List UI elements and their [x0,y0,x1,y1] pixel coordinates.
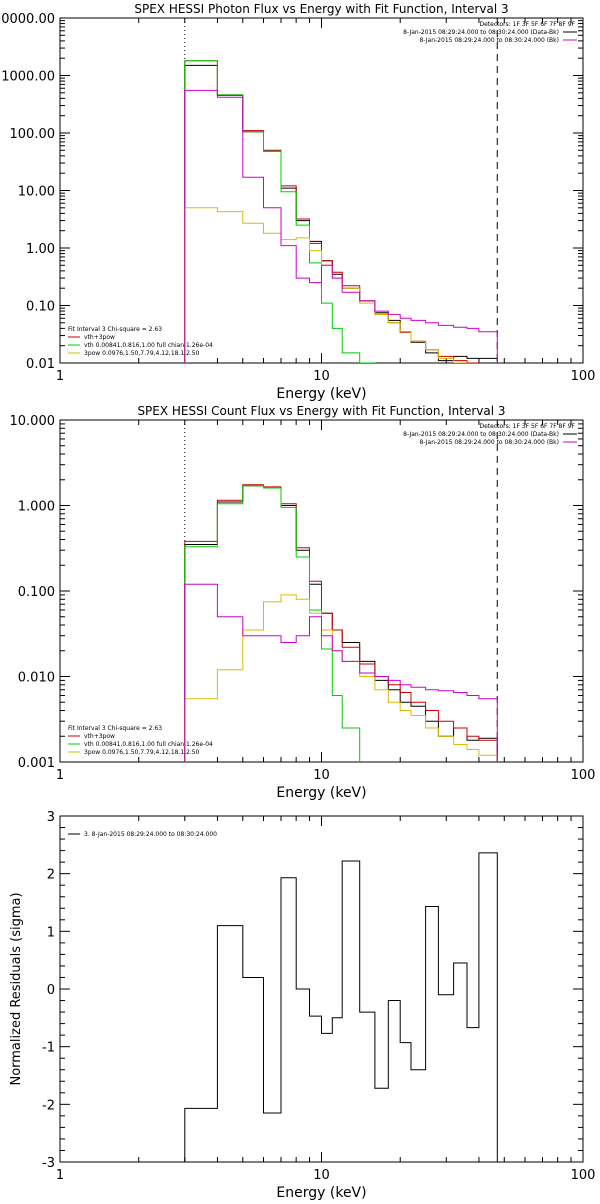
chart-panel-3: 1 10 100 -3 -2 -1 0 1 2 3 Energy (keV) Normalized R… [9,810,596,1201]
y-tick-label: 0 [47,983,55,998]
x-axis-label: Energy (keV) [276,386,366,402]
legend-bottom: Fit Interval 3 Chi-square = 2.63vth+3pow… [68,725,213,756]
y-tick-label: -1 [42,1041,55,1056]
legend-header: Detectors: 1F 3F 5F 6F 7F 8F 9F [479,21,575,28]
series-data-line [184,64,498,363]
plot-frame [59,17,584,364]
x-tick-label: 10 [313,768,330,783]
legend-header: Detectors: 1F 3F 5F 6F 7F 8F 9F [479,423,575,430]
y-tick-label: 0.010 [18,671,55,686]
series-pow-line [184,594,498,762]
x-tick-label: 100 [571,768,596,783]
legend-entry: 8-Jan-2015 08:29:24.000 to 08:30:24.000 … [419,439,559,446]
legend-entry: vth+3pow [84,733,115,740]
x-axis-label: Energy (keV) [276,785,366,801]
chart-title: SPEX HESSI Count Flux vs Energy with Fit… [137,404,505,418]
x-tick-label: 1 [56,768,64,783]
legend-entry: vth 0.00841,0.816,1.00 full chian 1.26e-… [84,342,213,349]
y-tick-label: 3 [47,810,55,825]
legend-header: Fit Interval 3 Chi-square = 2.63 [68,326,162,333]
y-axis: 0.001 0.010 0.100 1.000 10.000 [10,414,583,771]
x-axis-label: Energy (keV) [276,1185,366,1200]
legend-entry: vth+3pow [84,334,115,341]
series-vth-line [184,60,376,363]
y-tick-label: 10.000 [10,414,56,429]
series-vth-line [184,485,361,762]
x-tick-label: 10 [313,369,330,384]
y-tick-label: 100.00 [10,127,56,142]
y-axis-label: Normalized Residuals (sigma) [9,892,24,1085]
y-tick-label: 0.001 [18,756,55,771]
y-tick-label: 1.00 [26,242,55,257]
legend-top: 3. 8-Jan-2015 08:29:24.000 to 08:30:24.0… [68,831,217,838]
series-total-line [184,60,480,363]
x-tick-label: 10 [313,1168,330,1183]
y-tick-label: -3 [42,1156,55,1171]
legend-bottom: Fit Interval 3 Chi-square = 2.63vth+3pow… [68,326,213,357]
y-tick-label: 1000.00 [1,70,55,85]
y-tick-label: 0.01 [26,357,55,372]
y-tick-label: 10000.00 [0,12,55,27]
y-tick-label: 2 [47,868,55,883]
y-tick-label: 10.00 [18,185,55,200]
series-residuals-line [184,852,498,1162]
series-group [184,60,498,363]
y-axis: -3 -2 -1 0 1 2 3 [42,810,583,1171]
chart-title: SPEX HESSI Photon Flux vs Energy with Fi… [134,2,508,16]
legend-entry: vth 0.00841,0.816,1.00 full chian 1.26e-… [84,741,213,748]
x-tick-label: 100 [571,1168,596,1183]
y-tick-label: 0.100 [18,585,55,600]
x-tick-label: 1 [56,1168,64,1183]
legend-entry: 8-Jan-2015 08:29:24.000 to 08:30:24.000 … [419,37,559,44]
legend-top: Detectors: 1F 3F 5F 6F 7F 8F 9F8-Jan-201… [403,21,577,44]
legend-top: Detectors: 1F 3F 5F 6F 7F 8F 9F8-Jan-201… [403,423,577,446]
y-tick-label: 0.10 [26,300,55,315]
legend-entry: 8-Jan-2015 08:29:24.000 to 08:30:24.000 … [403,29,559,36]
series-group [184,852,498,1162]
x-tick-label: 100 [571,369,596,384]
series-total-line [184,484,498,762]
legend-entry: 3pow 0.0976,1.50,7.79,4.12,18.1,2.50 [84,350,200,357]
y-tick-label: 1.000 [18,500,55,515]
chart-panel-2: 1 10 100 0.001 0.010 0.100 1.000 10.000 SPEX HES… [10,404,596,801]
x-tick-label: 1 [56,369,64,384]
plot-frame [59,815,584,1163]
series-data-line [184,485,498,762]
x-axis: 1 10 100 [56,816,596,1183]
legend-entry: 3. 8-Jan-2015 08:29:24.000 to 08:30:24.0… [84,831,217,838]
legend-header: Fit Interval 3 Chi-square = 2.63 [68,725,162,732]
x-axis: 1 10 100 [56,420,596,783]
y-tick-label: 1 [47,925,55,940]
chart-panel-1: 1 10 100 0.01 0.10 1.00 10.00 100.00 1000.00 1000… [0,2,596,402]
series-bk-line [184,89,498,363]
series-pow-line [184,207,468,363]
series-group [184,484,498,762]
series-bk-line [184,583,498,762]
y-axis: 0.01 0.10 1.00 10.00 100.00 1000.00 10000.00 [0,12,583,372]
y-tick-label: -2 [42,1098,55,1113]
legend-entry: 3pow 0.0976,1.50,7.79,4.12,18.1,2.50 [84,749,200,756]
legend-entry: 8-Jan-2015 08:29:24.000 to 08:30:24.000 … [403,431,559,438]
